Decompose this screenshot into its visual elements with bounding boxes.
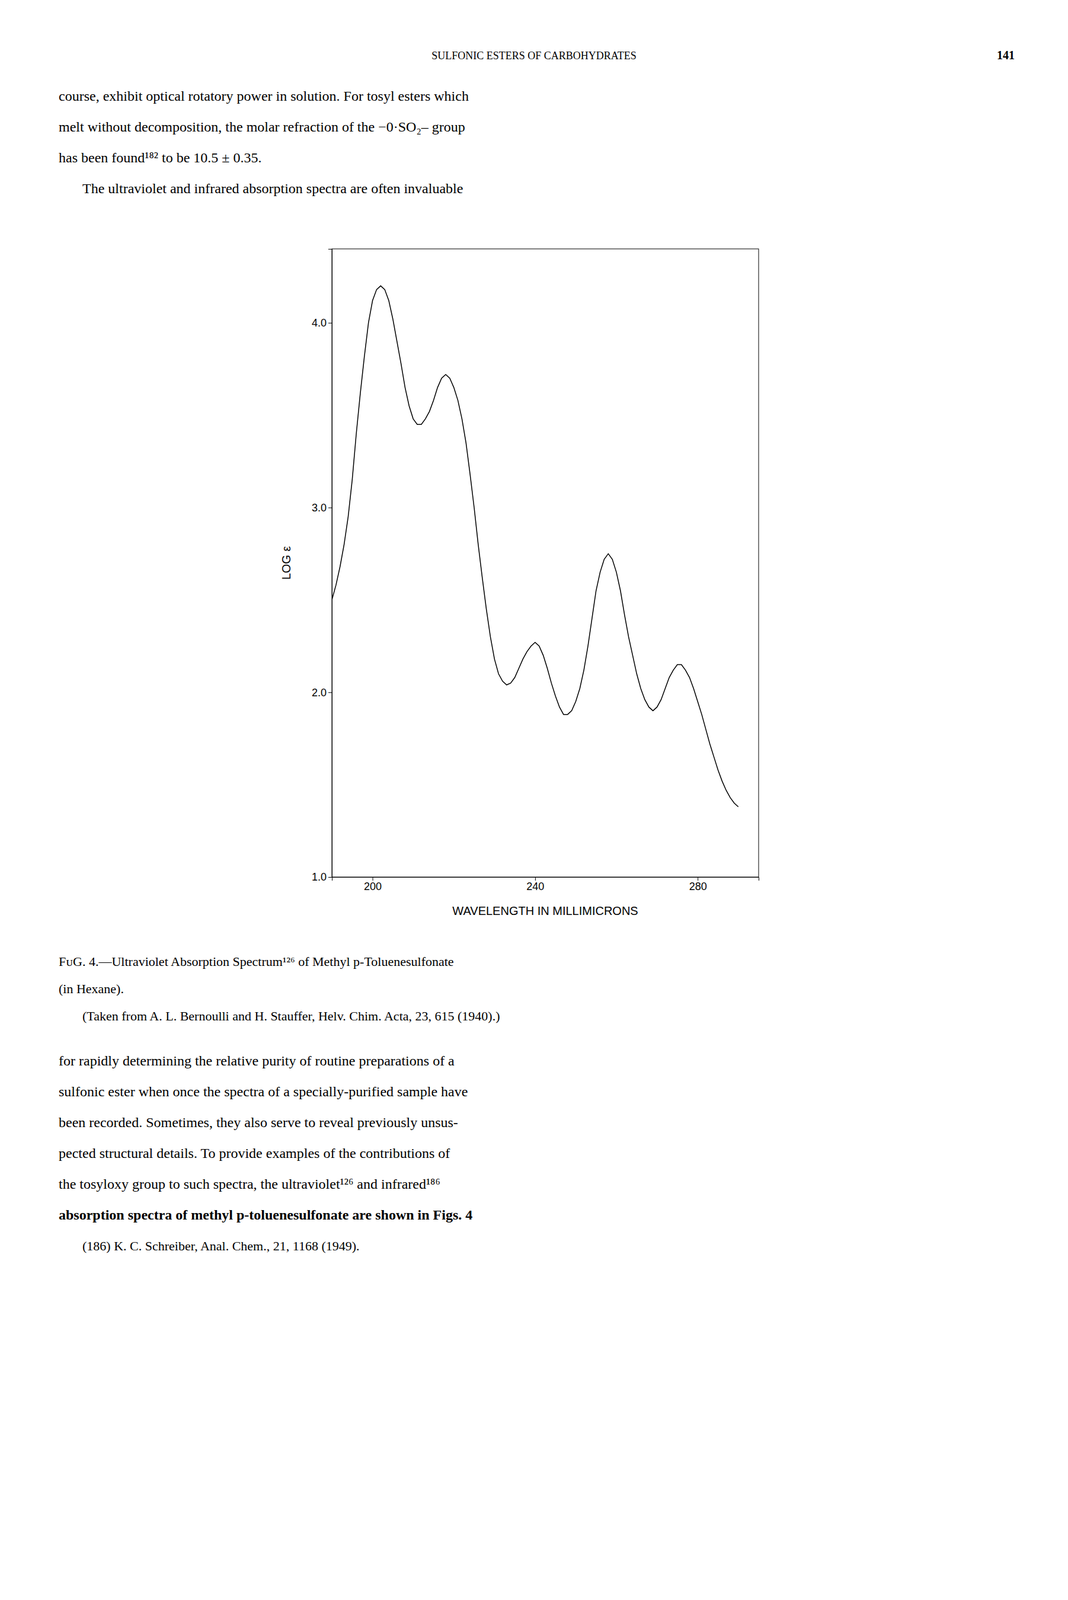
tick-label: 3.0 [311, 501, 327, 514]
body-text: The ultraviolet and infrared absorption … [82, 180, 463, 197]
x-axis: 200 240 280 [332, 877, 760, 893]
tick-label: 2.0 [311, 686, 327, 699]
tick-mark [328, 507, 332, 508]
caption: (in Hexane). [58, 981, 124, 997]
tick: 3.0 [311, 501, 332, 514]
y-axis: 1.0 2.0 3.0 4.0 [311, 249, 333, 884]
body-text: has been found¹⁸² to be 10.5 ± 0.35. [58, 149, 262, 166]
tick: 1.0 [311, 871, 332, 884]
footnote: (186) K. C. Schreiber, Anal. Chem., 21, … [82, 1238, 360, 1254]
running-head: SULFONIC ESTERS OF CARBOHYDRATES [431, 49, 637, 62]
tick: 2.0 [311, 686, 332, 699]
x-axis-title: WAVELENGTH IN MILLIMICRONS [452, 904, 638, 918]
spectrum-line [331, 285, 739, 807]
tick-label: 280 [689, 880, 708, 893]
body-text: sulfonic ester when once the spectra of … [58, 1084, 468, 1100]
tick-mark [328, 692, 332, 693]
plot-frame [331, 248, 759, 878]
page: SULFONIC ESTERS OF CARBOHYDRATES 141 cours… [0, 0, 1068, 1600]
plot-area [331, 285, 739, 807]
page-number: 141 [996, 48, 1015, 62]
chart: 200 240 280 1.0 2.0 3.0 4.0 WAVELENGTH IN MILLI… [279, 248, 760, 918]
tick: 240 [526, 877, 545, 893]
tick-label: 1.0 [311, 871, 327, 884]
body-text: the tosyloxy group to such spectra, the … [58, 1176, 441, 1192]
y-axis-title: LOG ε [279, 546, 293, 581]
tick-label: 4.0 [311, 317, 327, 329]
body-text: absorption spectra of methyl p-toluenesu… [58, 1207, 473, 1223]
tick: 4.0 [311, 317, 332, 329]
tick-mark [328, 877, 332, 878]
tick-label: 240 [526, 880, 545, 893]
tick-label: 200 [363, 880, 382, 893]
caption: FᴜG. 4.—Ultraviolet Absorption Spectrum¹… [58, 954, 454, 970]
tick: 200 [363, 877, 382, 893]
axis-line [328, 249, 333, 878]
body-text: melt without decomposition, the molar re… [58, 119, 466, 135]
body-text: course, exhibit optical rotatory power i… [58, 88, 469, 104]
tick: 280 [689, 877, 708, 893]
tick-mark [328, 323, 332, 324]
caption: (Taken from A. L. Bernoulli and H. Stauf… [82, 1008, 501, 1024]
body-text: for rapidly determining the relative pur… [58, 1053, 455, 1069]
body-text: pected structural details. To provide ex… [58, 1145, 450, 1162]
body-text: been recorded. Sometimes, they also serv… [58, 1114, 459, 1131]
